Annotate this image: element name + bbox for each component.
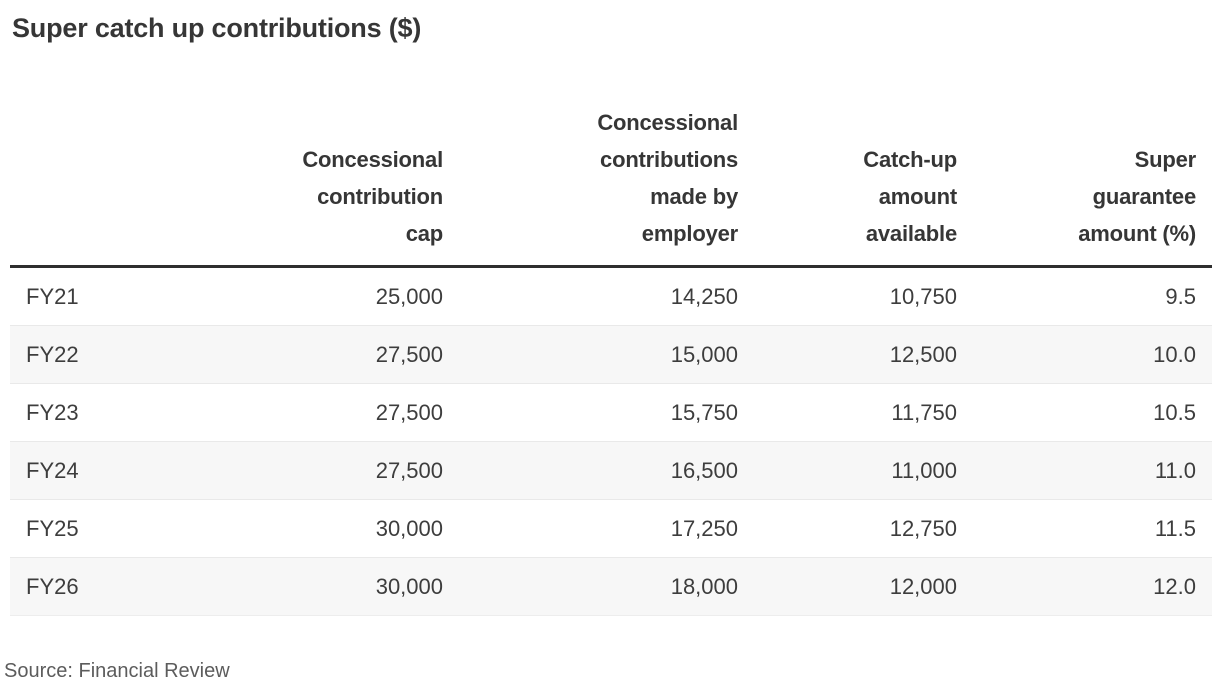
cell-super-guarantee: 10.5 (1153, 399, 1196, 425)
table-row: FY25 30,000 17,250 12,750 11.5 (10, 499, 1212, 558)
cell-super-guarantee: 12.0 (1153, 573, 1196, 599)
cell-catch-up-available: 12,500 (889, 341, 957, 367)
cell-super-guarantee: 10.0 (1153, 341, 1196, 367)
column-header-contributions-made-by-employer: Concessional contributions made by emplo… (443, 104, 738, 268)
cell-super-guarantee: 9.5 (1165, 283, 1196, 309)
cell-catch-up-available: 10,750 (889, 283, 957, 309)
column-header-catch-up-amount-available: Catch-up amount available (738, 104, 957, 268)
row-label: FY21 (26, 283, 79, 309)
table-row: FY22 27,500 15,000 12,500 10.0 (10, 325, 1212, 384)
cell-employer-contributions: 18,000 (670, 573, 738, 599)
source-attribution: Source: Financial Review (4, 660, 230, 682)
cell-employer-contributions: 17,250 (670, 515, 738, 541)
table-header-row: Concessional contribution cap Concession… (10, 104, 1212, 268)
cell-catch-up-available: 11,000 (891, 457, 957, 483)
cell-employer-contributions: 14,250 (670, 283, 738, 309)
cell-contribution-cap: 25,000 (375, 283, 443, 309)
row-label: FY23 (26, 399, 79, 425)
column-header-concessional-contribution-cap: Concessional contribution cap (160, 104, 443, 268)
cell-employer-contributions: 15,750 (670, 399, 738, 425)
column-header-super-guarantee-amount: Super guarantee amount (%) (957, 104, 1212, 268)
row-label: FY25 (26, 515, 79, 541)
cell-employer-contributions: 16,500 (670, 457, 738, 483)
cell-employer-contributions: 15,000 (670, 341, 738, 367)
row-label: FY22 (26, 341, 79, 367)
cell-contribution-cap: 30,000 (375, 573, 443, 599)
table-row: FY21 25,000 14,250 10,750 9.5 (10, 267, 1212, 326)
table-row: FY23 27,500 15,750 11,750 10.5 (10, 383, 1212, 442)
cell-catch-up-available: 12,000 (889, 573, 957, 599)
table-row: FY26 30,000 18,000 12,000 12.0 (10, 557, 1212, 616)
cell-contribution-cap: 30,000 (375, 515, 443, 541)
row-label: FY24 (26, 457, 79, 483)
cell-contribution-cap: 27,500 (375, 457, 443, 483)
contributions-table: Concessional contribution cap Concession… (10, 104, 1212, 616)
cell-contribution-cap: 27,500 (375, 341, 443, 367)
page-title: Super catch up contributions ($) (12, 13, 422, 43)
cell-contribution-cap: 27,500 (375, 399, 443, 425)
cell-super-guarantee: 11.5 (1154, 515, 1196, 541)
cell-catch-up-available: 12,750 (889, 515, 957, 541)
cell-super-guarantee: 11.0 (1154, 457, 1196, 483)
cell-catch-up-available: 11,750 (891, 399, 957, 425)
row-label: FY26 (26, 573, 79, 599)
table-row: FY24 27,500 16,500 11,000 11.0 (10, 441, 1212, 500)
column-header-fiscal-year (10, 104, 160, 268)
